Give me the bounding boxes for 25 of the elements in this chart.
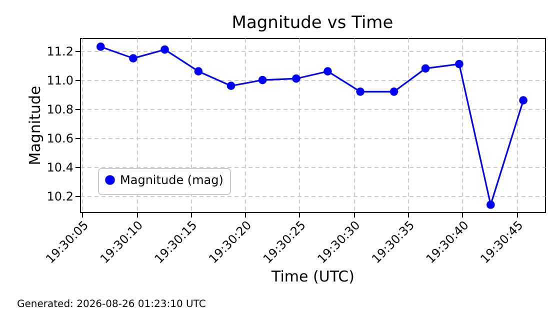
point (455, 60, 464, 68)
legend-label: Magnitude (mag) (120, 173, 224, 187)
y-tick-label: 11.2 (46, 44, 74, 59)
y-tick-label: 10.4 (46, 160, 74, 175)
y-tick-label: 10.8 (46, 102, 74, 117)
point (356, 87, 364, 96)
point (129, 54, 138, 62)
point (96, 42, 105, 51)
y-tick-label: 10.2 (46, 190, 74, 204)
point (421, 64, 430, 73)
point (258, 76, 267, 84)
point (390, 87, 398, 96)
point (324, 67, 332, 76)
y-axis-title: Magnitude (26, 86, 44, 166)
point (292, 74, 300, 83)
chart-title: Magnitude vs Time (232, 13, 394, 33)
point (519, 96, 528, 105)
point (160, 45, 169, 54)
y-tick-label: 10.6 (46, 132, 74, 146)
y-tick-label: 11.0 (46, 74, 74, 88)
text: Generated: 2026-08-26 01:23:10 UTC (17, 299, 206, 310)
point (486, 200, 495, 209)
point (194, 67, 203, 76)
x-axis-title: Time (UTC) (270, 267, 354, 286)
point (226, 82, 236, 90)
